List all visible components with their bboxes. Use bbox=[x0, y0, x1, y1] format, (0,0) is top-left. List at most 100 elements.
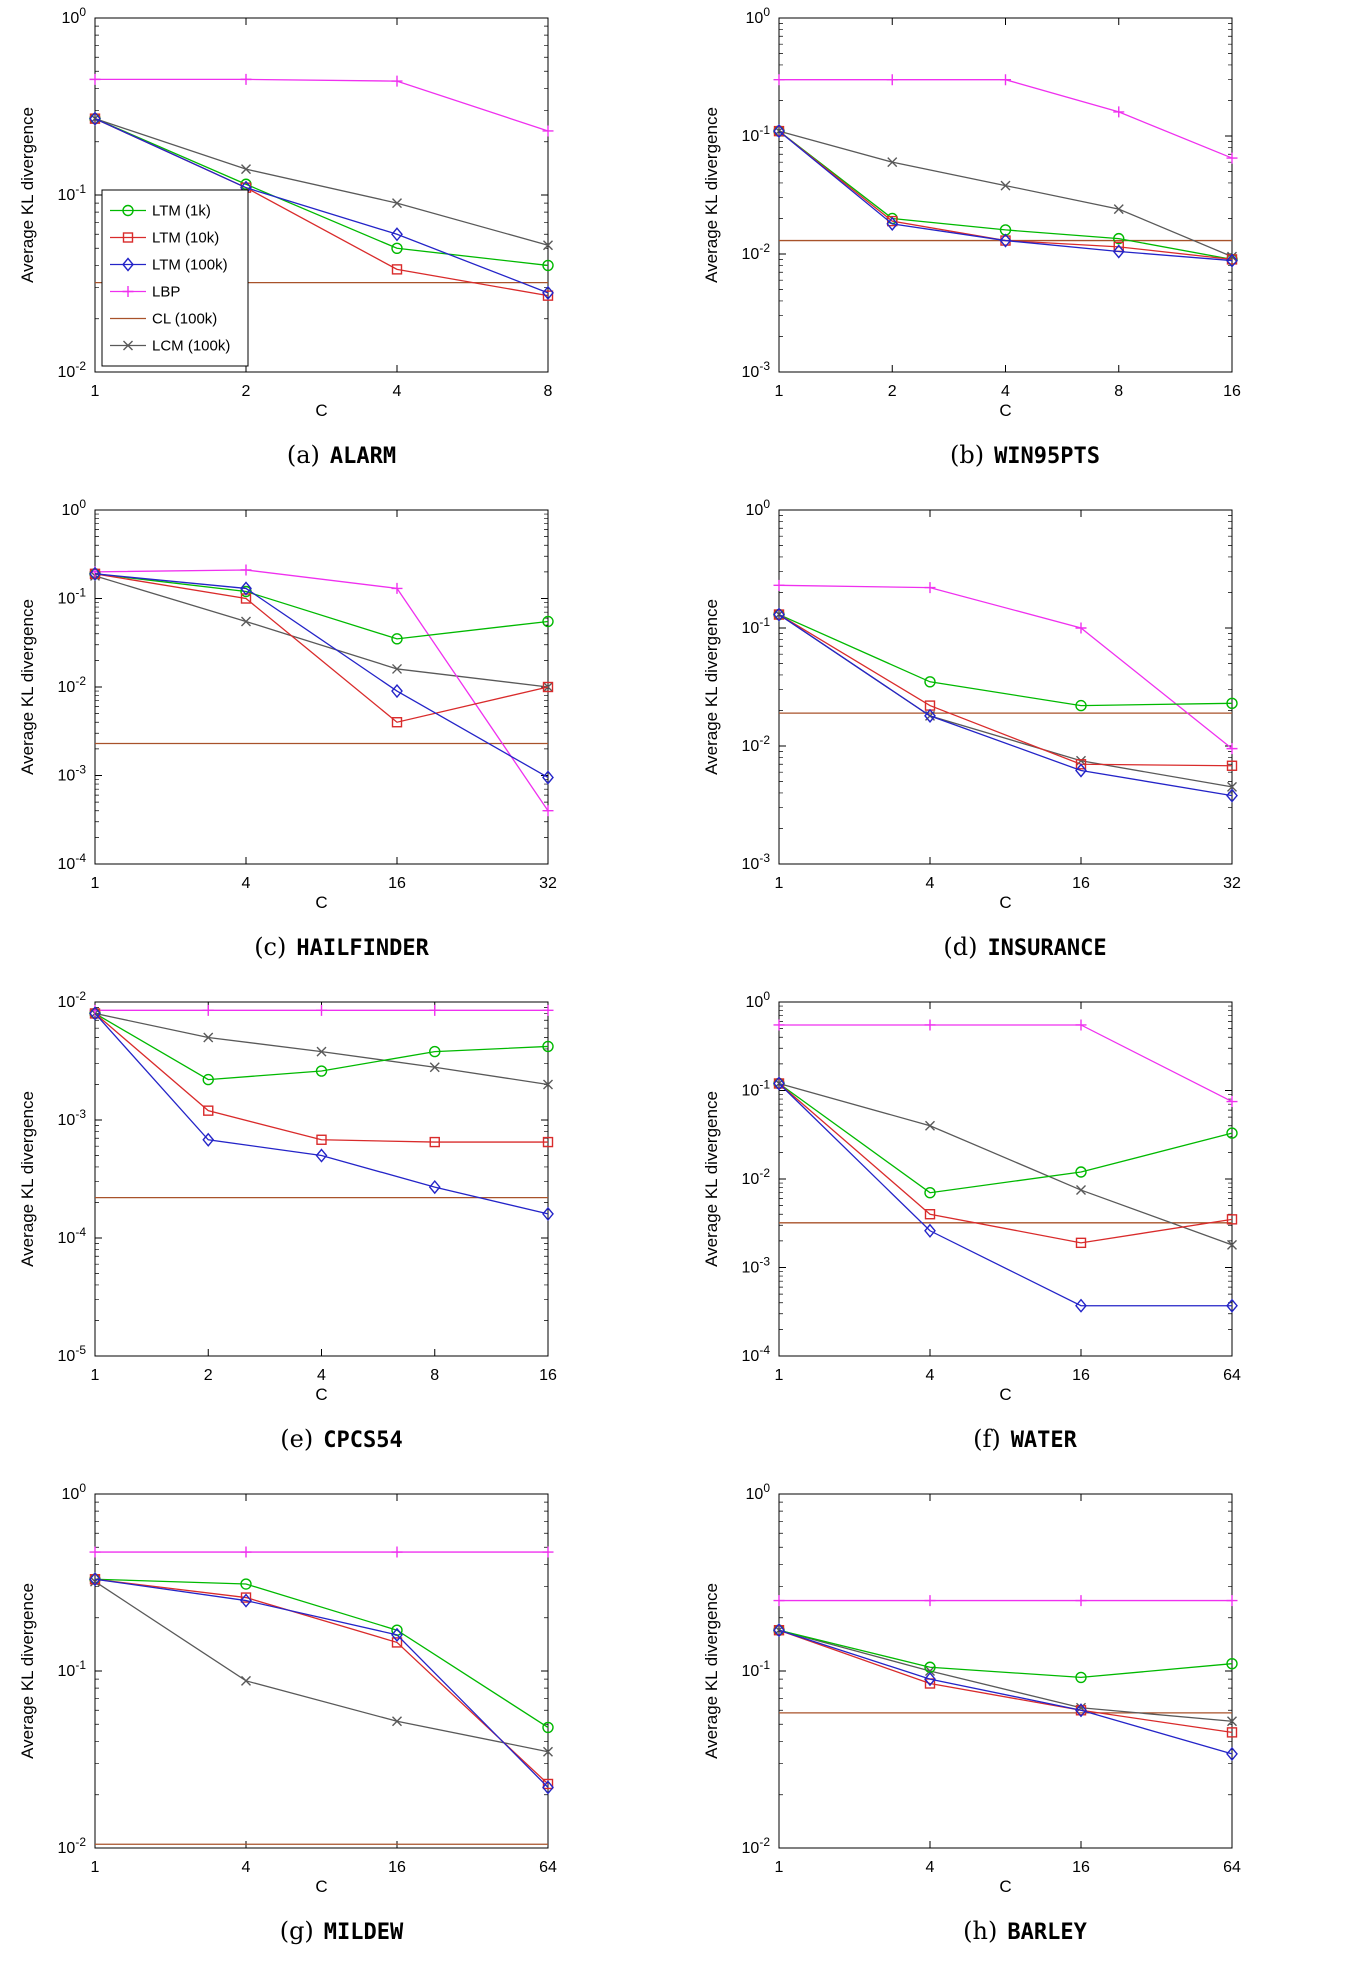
y-tick-label: 10-4 bbox=[58, 1225, 87, 1247]
series-lcm-100k bbox=[773, 1078, 1237, 1250]
series-lbp bbox=[773, 1595, 1237, 1607]
chart-hailfinder: 10-4 10-3 10-2 10-1 100 1 4 16 32 C Average KL div… bbox=[0, 492, 683, 984]
y-tick-label: 100 bbox=[745, 989, 770, 1011]
caption-win95pts: (b) WIN95PTS bbox=[950, 441, 1100, 469]
axes: 10-4 10-3 10-2 10-1 100 1 4 16 64 C Average KL div… bbox=[702, 989, 1241, 1404]
caption-network-name: WATER bbox=[1010, 1428, 1077, 1453]
x-tick-label: 16 bbox=[539, 1367, 557, 1384]
axes: 10-5 10-4 10-3 10-2 1 2 4 8 16 C Average KL diverg… bbox=[18, 989, 557, 1404]
axes: 10-2 10-1 100 1 2 4 8 C Average KL divergence bbox=[18, 5, 553, 420]
caption-alarm: (a) ALARM bbox=[287, 441, 396, 469]
x-axis-label: C bbox=[999, 1877, 1011, 1896]
axes: 10-3 10-2 10-1 100 1 4 16 32 C Average KL diverge… bbox=[702, 497, 1241, 912]
axes: 10-2 10-1 100 1 4 16 64 C Average KL divergence bbox=[18, 1481, 557, 1896]
caption-barley: (h) BARLEY bbox=[963, 1917, 1087, 1945]
caption-index: (e) bbox=[280, 1425, 314, 1453]
y-tick-label: 10-2 bbox=[58, 359, 87, 381]
series-lbp bbox=[773, 1019, 1237, 1108]
y-tick-label: 100 bbox=[62, 497, 87, 519]
legend-label: LCM (100k) bbox=[152, 338, 230, 355]
x-tick-label: 4 bbox=[925, 1367, 934, 1384]
caption-index: (h) bbox=[963, 1917, 998, 1945]
series-ltm-10k bbox=[773, 609, 1237, 771]
series-ltm-10k bbox=[773, 1078, 1237, 1249]
series-lbp bbox=[89, 1004, 554, 1016]
series-lcm-100k bbox=[90, 1576, 553, 1757]
chart-insurance: 10-3 10-2 10-1 100 1 4 16 32 C Average KL diverge… bbox=[683, 492, 1367, 984]
x-tick-label: 32 bbox=[1223, 875, 1241, 892]
chart-cpcs54: 10-5 10-4 10-3 10-2 1 2 4 8 16 C Average KL diverg… bbox=[0, 984, 683, 1476]
x-tick-label: 1 bbox=[774, 1859, 783, 1876]
caption-network-name: HAILFINDER bbox=[296, 936, 429, 961]
x-axis-label: C bbox=[315, 401, 327, 420]
y-tick-label: 10-4 bbox=[58, 851, 87, 873]
caption-network-name: BARLEY bbox=[1007, 1920, 1087, 1945]
plot-hailfinder: 10-4 10-3 10-2 10-1 100 1 4 16 32 C Average KL div… bbox=[18, 497, 557, 912]
series-ltm-1k bbox=[772, 608, 1238, 712]
caption-network-name: CPCS54 bbox=[323, 1428, 403, 1453]
x-axis-label: C bbox=[315, 893, 327, 912]
legend-label: LTM (1k) bbox=[152, 203, 211, 220]
x-tick-label: 1 bbox=[91, 875, 100, 892]
y-tick-label: 10-4 bbox=[741, 1343, 770, 1365]
series-lcm-100k bbox=[90, 1008, 553, 1090]
y-tick-label: 10-2 bbox=[741, 241, 770, 263]
y-axis-label: Average KL divergence bbox=[702, 1583, 721, 1759]
series-lcm-100k bbox=[773, 1625, 1237, 1727]
x-tick-label: 16 bbox=[1223, 383, 1241, 400]
x-tick-label: 32 bbox=[539, 875, 557, 892]
x-tick-label: 1 bbox=[91, 1367, 100, 1384]
x-tick-label: 1 bbox=[774, 383, 783, 400]
series-ltm-10k bbox=[773, 125, 1237, 265]
series-ltm-10k bbox=[773, 1625, 1237, 1738]
y-tick-label: 10-2 bbox=[741, 1835, 770, 1857]
y-tick-label: 10-3 bbox=[741, 851, 770, 873]
caption-cpcs54: (e) CPCS54 bbox=[280, 1425, 402, 1453]
chart-alarm: 10-2 10-1 100 1 2 4 8 C Average KL divergence LTM… bbox=[0, 0, 683, 492]
x-tick-label: 1 bbox=[774, 1367, 783, 1384]
chart-water: 10-4 10-3 10-2 10-1 100 1 4 16 64 C Average KL div… bbox=[683, 984, 1367, 1476]
plot-insurance: 10-3 10-2 10-1 100 1 4 16 32 C Average KL diverge… bbox=[702, 497, 1241, 912]
series-lbp bbox=[773, 74, 1237, 164]
x-tick-label: 16 bbox=[1072, 1367, 1090, 1384]
axes: 10-2 10-1 100 1 4 16 64 C Average KL divergence bbox=[702, 1481, 1241, 1896]
chart-barley: 10-2 10-1 100 1 4 16 64 C Average KL divergence … bbox=[683, 1476, 1367, 1968]
x-tick-label: 4 bbox=[242, 1859, 251, 1876]
y-tick-label: 10-1 bbox=[741, 123, 770, 145]
series-lbp bbox=[773, 579, 1237, 755]
plot-win95pts: 10-3 10-2 10-1 100 1 2 4 8 16 C Average KL diverge… bbox=[702, 5, 1241, 420]
series-ltm-100k bbox=[89, 1572, 554, 1795]
series-ltm-1k bbox=[772, 1077, 1238, 1199]
x-tick-label: 2 bbox=[887, 383, 896, 400]
legend-label: CL (100k) bbox=[152, 311, 217, 328]
caption-network-name: ALARM bbox=[329, 444, 397, 469]
y-axis-label: Average KL divergence bbox=[18, 1091, 37, 1267]
x-tick-label: 8 bbox=[1114, 383, 1123, 400]
y-tick-label: 10-2 bbox=[58, 989, 87, 1011]
x-tick-label: 16 bbox=[388, 875, 406, 892]
axes: 10-3 10-2 10-1 100 1 2 4 8 16 C Average KL diverge… bbox=[702, 5, 1241, 420]
y-tick-label: 10-3 bbox=[741, 359, 770, 381]
legend-label: LBP bbox=[152, 284, 180, 301]
y-tick-label: 100 bbox=[745, 5, 770, 27]
x-tick-label: 4 bbox=[242, 875, 251, 892]
y-axis-label: Average KL divergence bbox=[18, 107, 37, 283]
caption-water: (f) WATER bbox=[973, 1425, 1077, 1453]
x-tick-label: 1 bbox=[774, 875, 783, 892]
plot-water: 10-4 10-3 10-2 10-1 100 1 4 16 64 C Average KL div… bbox=[702, 989, 1241, 1404]
x-tick-label: 8 bbox=[430, 1367, 439, 1384]
plot-barley: 10-2 10-1 100 1 4 16 64 C Average KL divergence bbox=[702, 1481, 1241, 1896]
legend-label: LTM (100k) bbox=[152, 257, 228, 274]
caption-network-name: WIN95PTS bbox=[994, 444, 1101, 469]
x-tick-label: 4 bbox=[1001, 383, 1010, 400]
x-axis-label: C bbox=[999, 401, 1011, 420]
series-ltm-100k bbox=[772, 1076, 1238, 1313]
series-ltm-1k bbox=[89, 1573, 554, 1734]
y-axis-label: Average KL divergence bbox=[702, 599, 721, 775]
y-tick-label: 10-1 bbox=[741, 1658, 770, 1680]
x-tick-label: 16 bbox=[1072, 875, 1090, 892]
y-tick-label: 10-1 bbox=[741, 615, 770, 637]
caption-index: (f) bbox=[973, 1425, 1001, 1453]
x-tick-label: 8 bbox=[544, 383, 553, 400]
